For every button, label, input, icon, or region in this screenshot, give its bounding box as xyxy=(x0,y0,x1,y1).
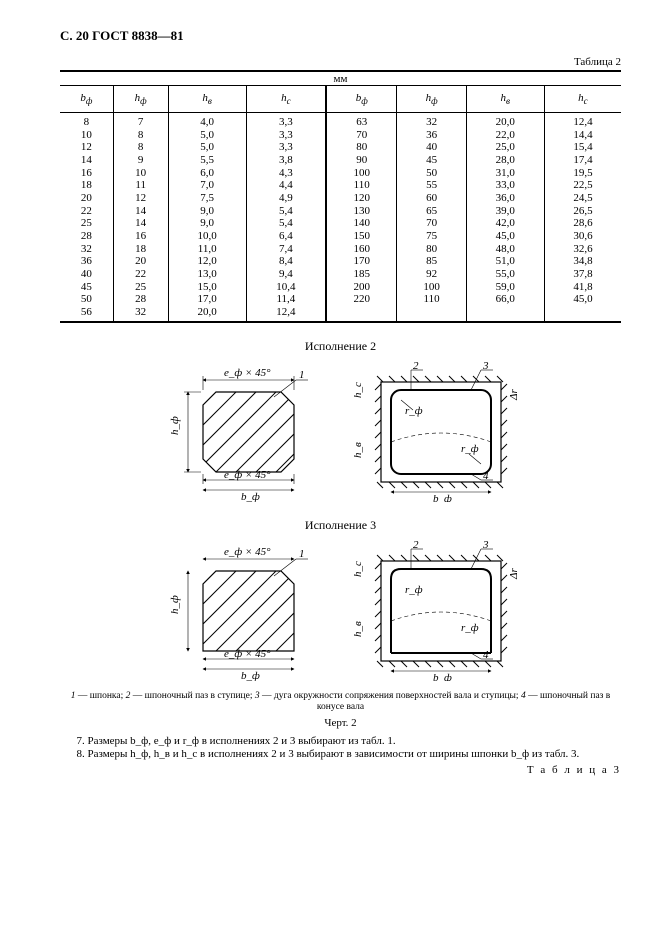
table2: bфhфhвhсbфhфhвhс 874,03,3633220,012,4108… xyxy=(60,85,621,323)
exec3-title: Исполнение 3 xyxy=(60,518,621,533)
note-8: 8. Размеры h_ф, h_в и h_с в исполнениях … xyxy=(60,748,621,761)
dim-bphi-4: b_ф xyxy=(433,672,452,681)
rphi-a: r_ф xyxy=(405,405,423,417)
dim-e45-bot: e_ф × 45° xyxy=(224,469,271,481)
page-header: С. 20 ГОСТ 8838—81 xyxy=(60,28,621,44)
table2-label: Таблица 2 xyxy=(60,56,621,68)
dim-bphi-3: b_ф xyxy=(241,670,260,681)
dim-hb-b: h_в xyxy=(352,621,364,637)
dim-hc-b: h_с xyxy=(352,561,364,577)
leader-4a: 4 xyxy=(483,470,489,482)
exec3-key-drawing: e_ф × 45° e_ф × 45° b_ф h_ф 1 xyxy=(156,541,321,681)
leader-2a: 2 xyxy=(413,362,419,372)
note-7: 7. Размеры b_ф, e_ф и r_ф в исполнениях … xyxy=(60,735,621,748)
dim-hc-a: h_с xyxy=(352,382,364,398)
table2-unit: мм xyxy=(60,70,621,85)
exec3-figures: e_ф × 45° e_ф × 45° b_ф h_ф 1 r_ф r_ф 2 … xyxy=(60,541,621,681)
leader-1a: 1 xyxy=(299,369,305,381)
leader-1b: 1 xyxy=(299,548,305,560)
figure-label: Черт. 2 xyxy=(60,717,621,729)
leader-3b: 3 xyxy=(482,541,489,551)
dim-hb-a: h_в xyxy=(352,442,364,458)
figure-caption: 1 — шпонка; 2 — шпоночный паз в ступице;… xyxy=(60,691,621,713)
leader-4b: 4 xyxy=(483,649,489,661)
leader-3a: 3 xyxy=(482,362,489,372)
dim-bphi-2: b_ф xyxy=(433,493,452,502)
dim-bphi-1: b_ф xyxy=(241,491,260,502)
dim-dr-a: Δr xyxy=(508,389,520,401)
dim-hphi-3: h_ф xyxy=(169,595,181,614)
exec3-slot-drawing: r_ф r_ф 2 3 4 h_с h_в Δr b_ф xyxy=(351,541,526,681)
leader-2b: 2 xyxy=(413,541,419,551)
table3-label: Т а б л и ц а 3 xyxy=(60,764,621,776)
rphi-b: r_ф xyxy=(461,443,479,455)
dim-dr-b: Δr xyxy=(508,568,520,580)
dim-e45-top: e_ф × 45° xyxy=(224,367,271,379)
rphi-d: r_ф xyxy=(461,622,479,634)
dim-hphi-1: h_ф xyxy=(169,416,181,435)
exec2-slot-drawing: r_ф r_ф 2 3 4 h_с h_в Δr b_ф xyxy=(351,362,526,502)
rphi-c: r_ф xyxy=(405,584,423,596)
exec2-figures: e_ф × 45° e_ф × 45° b_ф h_ф 1 xyxy=(60,362,621,502)
exec2-title: Исполнение 2 xyxy=(60,339,621,354)
exec2-key-drawing: e_ф × 45° e_ф × 45° b_ф h_ф 1 xyxy=(156,362,321,502)
dim-e45-top-3: e_ф × 45° xyxy=(224,546,271,558)
dim-e45-bot-3: e_ф × 45° xyxy=(224,648,271,660)
